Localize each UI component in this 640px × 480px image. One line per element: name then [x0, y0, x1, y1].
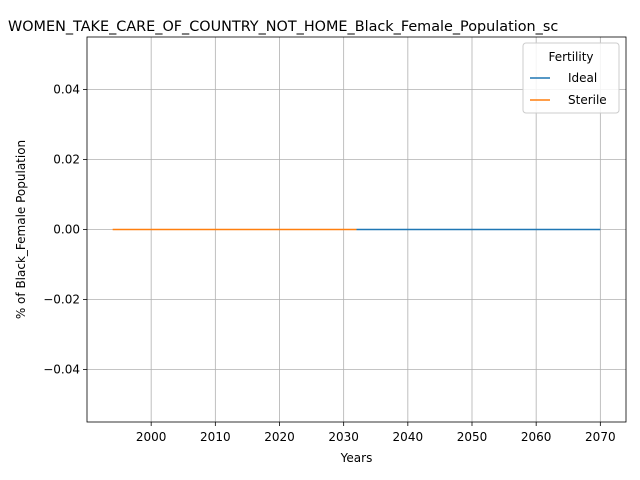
y-tick-label: −0.02 — [43, 293, 80, 307]
x-tick-label: 2060 — [521, 430, 552, 444]
legend: Fertility Ideal Sterile — [522, 42, 620, 114]
x-tick-label: 2050 — [457, 430, 488, 444]
axis-ticks: 2000 2010 2020 2030 2040 2050 2060 2070 −0.04 −0.… — [43, 83, 615, 445]
legend-box — [522, 42, 620, 114]
x-axis-label: Years — [340, 451, 373, 465]
y-tick-label: 0.02 — [53, 153, 80, 167]
y-axis-label: % of Black_Female Population — [14, 140, 28, 319]
x-tick-label: 2040 — [393, 430, 424, 444]
chart-title: WOMEN_TAKE_CARE_OF_COUNTRY_NOT_HOME_Blac… — [8, 19, 558, 35]
legend-label-sterile: Sterile — [568, 93, 607, 107]
legend-label-ideal: Ideal — [568, 71, 597, 85]
y-tick-label: 0.00 — [53, 223, 80, 237]
x-tick-label: 2000 — [136, 430, 167, 444]
x-tick-label: 2030 — [328, 430, 359, 444]
legend-title: Fertility — [548, 50, 593, 64]
x-tick-label: 2010 — [200, 430, 231, 444]
y-tick-label: −0.04 — [43, 363, 80, 377]
y-tick-label: 0.04 — [53, 83, 80, 97]
x-tick-label: 2020 — [264, 430, 295, 444]
x-tick-label: 2070 — [585, 430, 616, 444]
